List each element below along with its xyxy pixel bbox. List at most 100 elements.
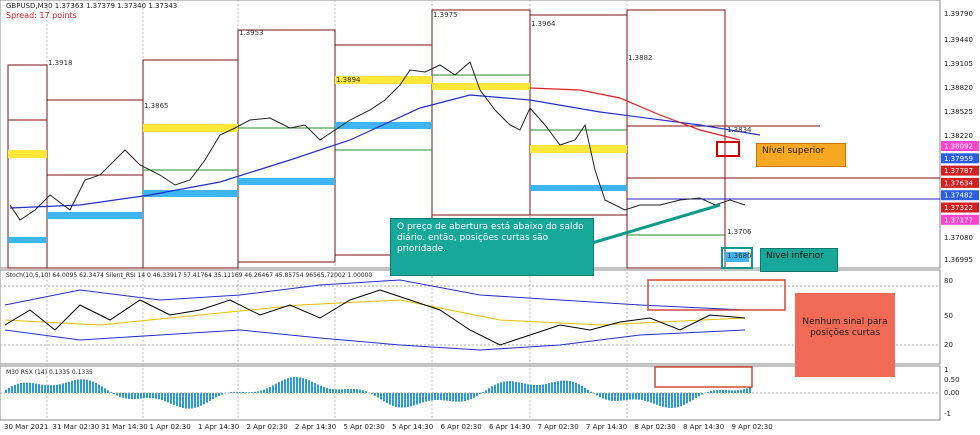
rsx-bar [584, 387, 586, 393]
rsx-bar [620, 393, 622, 401]
signal-line [4, 299, 746, 326]
price-tag [941, 214, 979, 225]
rsx-bar [170, 393, 172, 404]
rsx-bar [437, 393, 439, 400]
rsx-bar [440, 393, 442, 401]
time-label: 8 Apr 14:30 [683, 423, 724, 431]
time-label: 6 Apr 02:30 [441, 423, 482, 431]
rsx-bar [95, 382, 97, 393]
rsx-bar [389, 393, 391, 405]
label-lower: Nível inferior [760, 248, 838, 272]
rsx-bar [596, 393, 598, 396]
time-label: 5 Apr 02:30 [344, 423, 385, 431]
moving-average [529, 87, 741, 141]
rsx-bar [500, 382, 502, 393]
level-label: 1.3964 [531, 20, 556, 28]
rsx-bar [467, 393, 469, 401]
rsx-bar [398, 393, 400, 408]
level-lines [8, 74, 940, 236]
rsx-bar [125, 393, 127, 399]
axis-label: 0.00 [944, 389, 960, 397]
rsx-label: M30 RSX (14) 0.1335 0.1335 [6, 369, 93, 376]
rsx-bar [428, 393, 430, 401]
rsx-bar [257, 391, 259, 393]
rsx-bar [542, 384, 544, 393]
rsx-bar [734, 390, 736, 393]
rsx-bar [164, 393, 166, 402]
rsx-bar [464, 393, 466, 402]
rsx-bar [347, 389, 349, 393]
rsx-bar [128, 393, 130, 399]
rsx-bar [335, 389, 337, 393]
rsx-bar [629, 393, 631, 400]
time-label: 9 Apr 02:30 [732, 423, 773, 431]
rsx-bar [167, 393, 169, 403]
rsx-bar [47, 385, 49, 393]
rsx-bar [473, 393, 475, 398]
rsx-bar [77, 379, 79, 393]
rsx-bar [509, 381, 511, 393]
rsx-bar [104, 388, 106, 393]
rsx-bar [344, 389, 346, 393]
price-label: 1.38220 [944, 132, 973, 140]
rsx-bar [602, 393, 604, 399]
time-label: 31 Mar 02:30 [53, 423, 100, 431]
rsx-bar [53, 385, 55, 393]
rsx-bar [548, 383, 550, 393]
price-label: 1.38525 [944, 108, 973, 116]
rsx-bar [545, 383, 547, 393]
rsx-bar [680, 393, 682, 407]
rsx-bar [536, 385, 538, 393]
rsx-bar [503, 381, 505, 393]
rsx-bar [209, 393, 211, 401]
rsx-bar [458, 393, 460, 402]
rsx-bar [218, 393, 220, 396]
rsx-bar [275, 383, 277, 393]
rsx-bar [515, 381, 517, 393]
rsx-bar [518, 382, 520, 393]
rsx-bar [746, 388, 748, 393]
rsx-bar [410, 393, 412, 407]
time-label: 5 Apr 14:30 [392, 423, 433, 431]
rsx-bar [554, 381, 556, 393]
rsx-bar [614, 393, 616, 401]
rsx-bar [152, 393, 154, 399]
rsx-bar [23, 382, 25, 393]
rsx-bar [161, 393, 163, 401]
time-label: 2 Apr 02:30 [247, 423, 288, 431]
price-tag [941, 141, 979, 151]
price-tag-label: 1.37787 [944, 167, 973, 175]
rsx-bar [413, 393, 415, 406]
rsx-bar [254, 391, 256, 393]
time-axis: 30 Mar 2021 31 Mar 02:30 31 Mar 14:30 1 Apr… [4, 423, 773, 431]
rsx-bar [482, 392, 484, 393]
rsx-bar [599, 393, 601, 398]
rsx-bar [581, 385, 583, 393]
rsx-bar [485, 390, 487, 393]
rsx-bar [674, 393, 676, 408]
rsx-bar [299, 377, 301, 393]
rsx-bar [155, 393, 157, 399]
rsx-bar [158, 393, 160, 400]
rsx-bar [416, 393, 418, 405]
rsx-bar [692, 393, 694, 400]
rsx-bar [215, 393, 217, 398]
rsx-bar [314, 383, 316, 393]
rsx-bar [17, 383, 19, 393]
rsx-bar [725, 390, 727, 393]
rsx-bar [626, 393, 628, 400]
price-tag [941, 165, 979, 176]
rsx-bar [689, 393, 691, 402]
level-label: 1.3918 [48, 59, 73, 67]
level-label: 1.3975 [433, 11, 458, 19]
rsx-bar [200, 393, 202, 406]
rsx-bar [278, 382, 280, 393]
rsx-bar [194, 393, 196, 408]
level-labels: 1.3918 1.3865 1.3953 1.3894 1.3975 1.396… [48, 11, 752, 260]
rsx-bar [407, 393, 409, 408]
highlight [721, 247, 753, 269]
rsx-bar [557, 381, 559, 393]
rsx-bar [179, 393, 181, 408]
axis-label: -1 [944, 410, 951, 418]
